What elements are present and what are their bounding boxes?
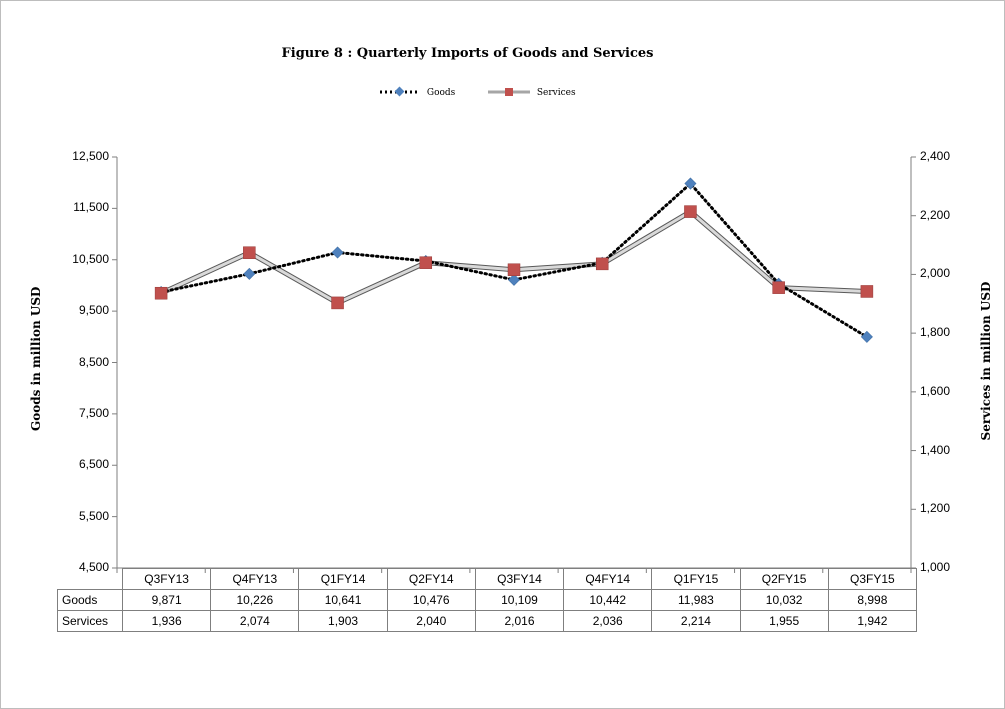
point-goods <box>507 273 521 286</box>
y-tick-label-right: 2,200 <box>920 207 951 222</box>
category-label: Q1FY15 <box>651 568 741 590</box>
y-tick-label-left: 7,500 <box>78 405 109 420</box>
category-label: Q2FY15 <box>739 568 829 590</box>
data-label: 1,903 <box>298 610 388 632</box>
point-services <box>860 285 874 298</box>
data-label: 2,214 <box>651 610 741 632</box>
category-label: Q3FY15 <box>827 568 917 590</box>
table-row-services: Services 1,936 2,074 1,903 2,040 2,016 2,036 2,… <box>57 610 917 632</box>
y-tick-label-right: 2,400 <box>920 149 951 163</box>
chart-title: Figure 8 : Quarterly Imports of Goods an… <box>281 46 654 61</box>
y-tick-label-left: 6,500 <box>78 457 109 472</box>
data-label: 11,983 <box>651 589 741 611</box>
data-label: 9,871 <box>121 589 212 611</box>
data-label: 10,442 <box>563 589 653 611</box>
legend-goods-swatch <box>380 86 420 97</box>
data-label: 10,109 <box>474 589 565 611</box>
legend-item-services: Services <box>486 86 604 98</box>
y-tick-label-left: 11,500 <box>73 200 109 215</box>
data-label: 2,040 <box>386 610 476 632</box>
y-tick-label-right: 1,600 <box>920 383 951 398</box>
y-tick-label-right: 1,000 <box>920 560 951 574</box>
category-label: Q1FY14 <box>298 568 388 590</box>
series-line-services-shadow <box>160 209 867 306</box>
y-tick-label-right: 2,000 <box>920 266 951 281</box>
point-goods <box>684 177 697 190</box>
data-table: Q3FY13 Q4FY13 Q1FY14 Q2FY14 Q3FY14 Q4FY14 Q1FY… <box>57 568 917 632</box>
data-label: 1,936 <box>121 610 212 632</box>
data-label: 1,955 <box>739 610 829 632</box>
point-services <box>419 256 433 269</box>
category-label: Q2FY14 <box>386 568 476 590</box>
table-row-header: Goods <box>57 589 123 611</box>
point-goods <box>860 330 873 343</box>
y-tick-label-right: 1,400 <box>920 442 951 457</box>
data-label: 10,476 <box>386 589 476 611</box>
y-tick-label-right: 1,200 <box>920 501 951 516</box>
legend-services-label: Services <box>536 87 576 98</box>
category-label: Q3FY14 <box>474 568 565 590</box>
y-tick-label-left: 12,500 <box>72 149 109 163</box>
point-goods <box>331 246 344 259</box>
y-tick-label-left: 10,500 <box>72 251 109 266</box>
category-label: Q4FY13 <box>210 568 300 590</box>
y-tick-label-left: 9,500 <box>78 303 109 318</box>
table-corner <box>58 569 123 590</box>
category-label: Q3FY13 <box>121 568 212 590</box>
y-tick-label-left: 4,500 <box>78 560 109 574</box>
data-label: 2,016 <box>474 610 565 632</box>
y-tick-label-right: 1,800 <box>920 325 951 340</box>
point-services <box>154 286 168 300</box>
point-services <box>507 263 521 276</box>
legend-item-goods: Goods <box>378 86 485 98</box>
table-row-categories: Q3FY13 Q4FY13 Q1FY14 Q2FY14 Q3FY14 Q4FY14 Q1FY… <box>58 568 917 590</box>
point-goods <box>243 267 256 280</box>
series-line-services <box>160 210 867 305</box>
data-label: 10,032 <box>739 589 829 611</box>
data-label: 10,641 <box>298 589 388 611</box>
point-services <box>684 205 697 218</box>
point-services <box>595 257 609 271</box>
y-tick-label-left: 5,500 <box>78 508 109 523</box>
legend-goods-label: Goods <box>426 87 456 98</box>
point-services <box>243 246 256 259</box>
table-row-goods: Goods 9,871 10,226 10,641 10,476 10,109 10,442… <box>57 589 917 611</box>
point-services <box>331 296 344 310</box>
y-tick-label-left: 8,500 <box>78 354 109 369</box>
point-services <box>772 281 785 294</box>
data-label: 2,036 <box>563 610 653 632</box>
table-row-header: Services <box>57 610 123 632</box>
data-label: 8,998 <box>827 589 917 611</box>
data-label: 2,074 <box>210 610 300 632</box>
data-label: 10,226 <box>210 589 300 611</box>
category-label: Q4FY14 <box>563 568 653 590</box>
data-label: 1,942 <box>827 610 917 632</box>
legend-services-swatch <box>488 88 530 96</box>
